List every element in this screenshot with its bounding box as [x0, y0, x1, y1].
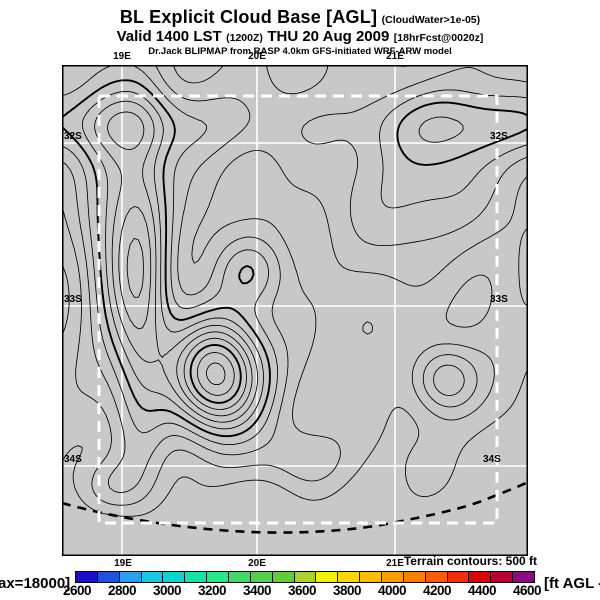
- colorbar-labels: 2600 2800 3000 3200 3400 3600 3800 4000 4200 4400…: [63, 583, 542, 599]
- title-condition: (CloudWater>1e-05): [381, 14, 481, 26]
- units-label: [ft AGL - r: [544, 575, 600, 592]
- right-tick-34s: 34S: [483, 454, 501, 465]
- colorbar-value: 3800: [332, 583, 362, 598]
- colorbar-cell: [119, 572, 142, 582]
- colorbar-value: 4400: [467, 583, 497, 598]
- colorbar-cell: [250, 572, 273, 582]
- colorbar-value: 4200: [422, 583, 452, 598]
- colorbar-cell: [316, 572, 339, 582]
- right-tick-32s: 32S: [490, 131, 508, 142]
- bottom-tick-20e: 20E: [248, 558, 266, 569]
- colorbar-cell: [425, 572, 448, 582]
- colorbar-value: 2800: [107, 583, 137, 598]
- max-value-label: ax=18000]: [0, 575, 71, 592]
- colorbar-value: 4000: [377, 583, 407, 598]
- title-line-2: Valid 1400 LST (1200Z) THU 20 Aug 2009 […: [0, 28, 600, 46]
- colorbar-cell: [272, 572, 295, 582]
- colorbar-cell: [338, 572, 361, 582]
- chart-header: BL Explicit Cloud Base [AGL] (CloudWater…: [0, 7, 600, 58]
- top-tick-19e: 19E: [113, 51, 131, 62]
- colorbar: [75, 571, 535, 583]
- colorbar-cell: [491, 572, 514, 582]
- bottom-tick-21e: 21E: [386, 558, 404, 569]
- colorbar-cell: [513, 572, 535, 582]
- colorbar-cell: [76, 572, 98, 582]
- valid-time: Valid 1400 LST: [116, 28, 222, 46]
- forecast-map: 19E 20E 21E 19E 20E 21E 32S 33S 34S 32S …: [62, 51, 528, 569]
- colorbar-value: 3200: [197, 583, 227, 598]
- colorbar-cell: [360, 572, 383, 582]
- colorbar-cell: [141, 572, 164, 582]
- title-line-1: BL Explicit Cloud Base [AGL] (CloudWater…: [0, 7, 600, 28]
- left-tick-34s: 34S: [64, 454, 82, 465]
- colorbar-value: 4600: [512, 583, 542, 598]
- colorbar-value: 3400: [242, 583, 272, 598]
- model-credit: Dr.Jack BLIPMAP from RASP 4.0km GFS-init…: [148, 45, 452, 57]
- top-tick-21e: 21E: [386, 51, 404, 62]
- terrain-contour-note: Terrain contours: 500 ft: [403, 554, 537, 568]
- colorbar-cell: [229, 572, 251, 582]
- valid-date: THU 20 Aug 2009: [267, 28, 390, 46]
- colorbar-cell: [447, 572, 470, 582]
- colorbar-value: 2600: [62, 583, 92, 598]
- colorbar-cell: [207, 572, 230, 582]
- colorbar-cell: [469, 572, 492, 582]
- colorbar-cell: [163, 572, 186, 582]
- colorbar-cell: [294, 572, 317, 582]
- page-title: BL Explicit Cloud Base [AGL]: [119, 7, 378, 27]
- colorbar-cell: [403, 572, 426, 582]
- colorbar-value: 3000: [152, 583, 182, 598]
- right-tick-33s: 33S: [490, 294, 508, 305]
- valid-time-utc: (1200Z): [226, 32, 263, 45]
- contour-map-svg: [62, 65, 528, 556]
- forecast-cycle: [18hrFcst@0020z]: [393, 32, 484, 45]
- left-tick-32s: 32S: [64, 131, 82, 142]
- colorbar-cell: [185, 572, 208, 582]
- colorbar-cell: [97, 572, 120, 582]
- left-tick-33s: 33S: [64, 294, 82, 305]
- bottom-tick-19e: 19E: [114, 558, 132, 569]
- colorbar-value: 3600: [287, 583, 317, 598]
- colorbar-cell: [382, 572, 404, 582]
- top-tick-20e: 20E: [248, 51, 266, 62]
